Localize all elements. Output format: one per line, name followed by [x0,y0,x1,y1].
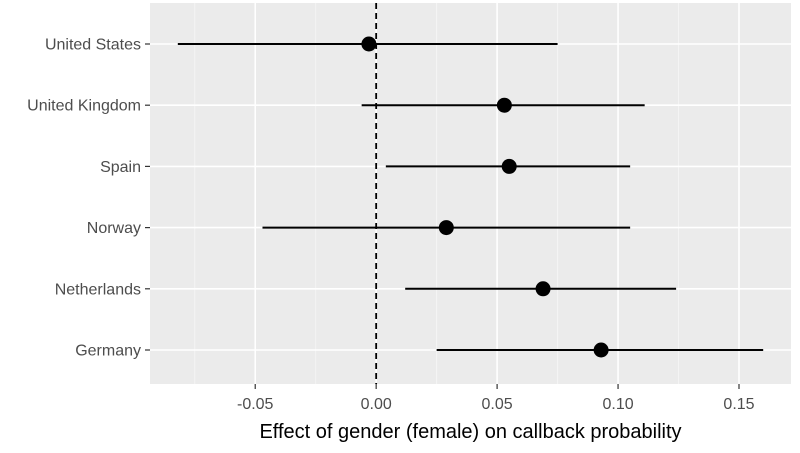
x-tick-label: 0.00 [361,396,392,413]
minor-gridlines [194,3,679,384]
point-estimate [535,281,551,297]
y-tick-label: United States [45,37,141,54]
y-tick-label: Spain [100,159,141,176]
x-axis: -0.05 0.00 0.05 0.10 0.15 [237,384,755,413]
y-tick-label: Netherlands [55,281,141,298]
point-estimate [496,97,512,113]
y-axis: United States United Kingdom Spain Norway Ne… [27,37,150,360]
x-tick-label: 0.10 [602,396,633,413]
x-tick-label: 0.05 [482,396,513,413]
x-tick-label: 0.15 [723,396,754,413]
y-tick-label: United Kingdom [27,98,141,115]
point-estimate [501,158,517,174]
y-tick-label: Germany [75,343,141,360]
point-estimates [361,36,609,358]
x-axis-title: Effect of gender (female) on callback pr… [259,421,681,443]
x-tick-label: -0.05 [237,396,274,413]
point-estimate [438,220,454,236]
point-estimate [593,342,609,358]
point-estimate [361,36,377,52]
y-tick-label: Norway [87,220,141,237]
plot-panel [150,3,791,384]
